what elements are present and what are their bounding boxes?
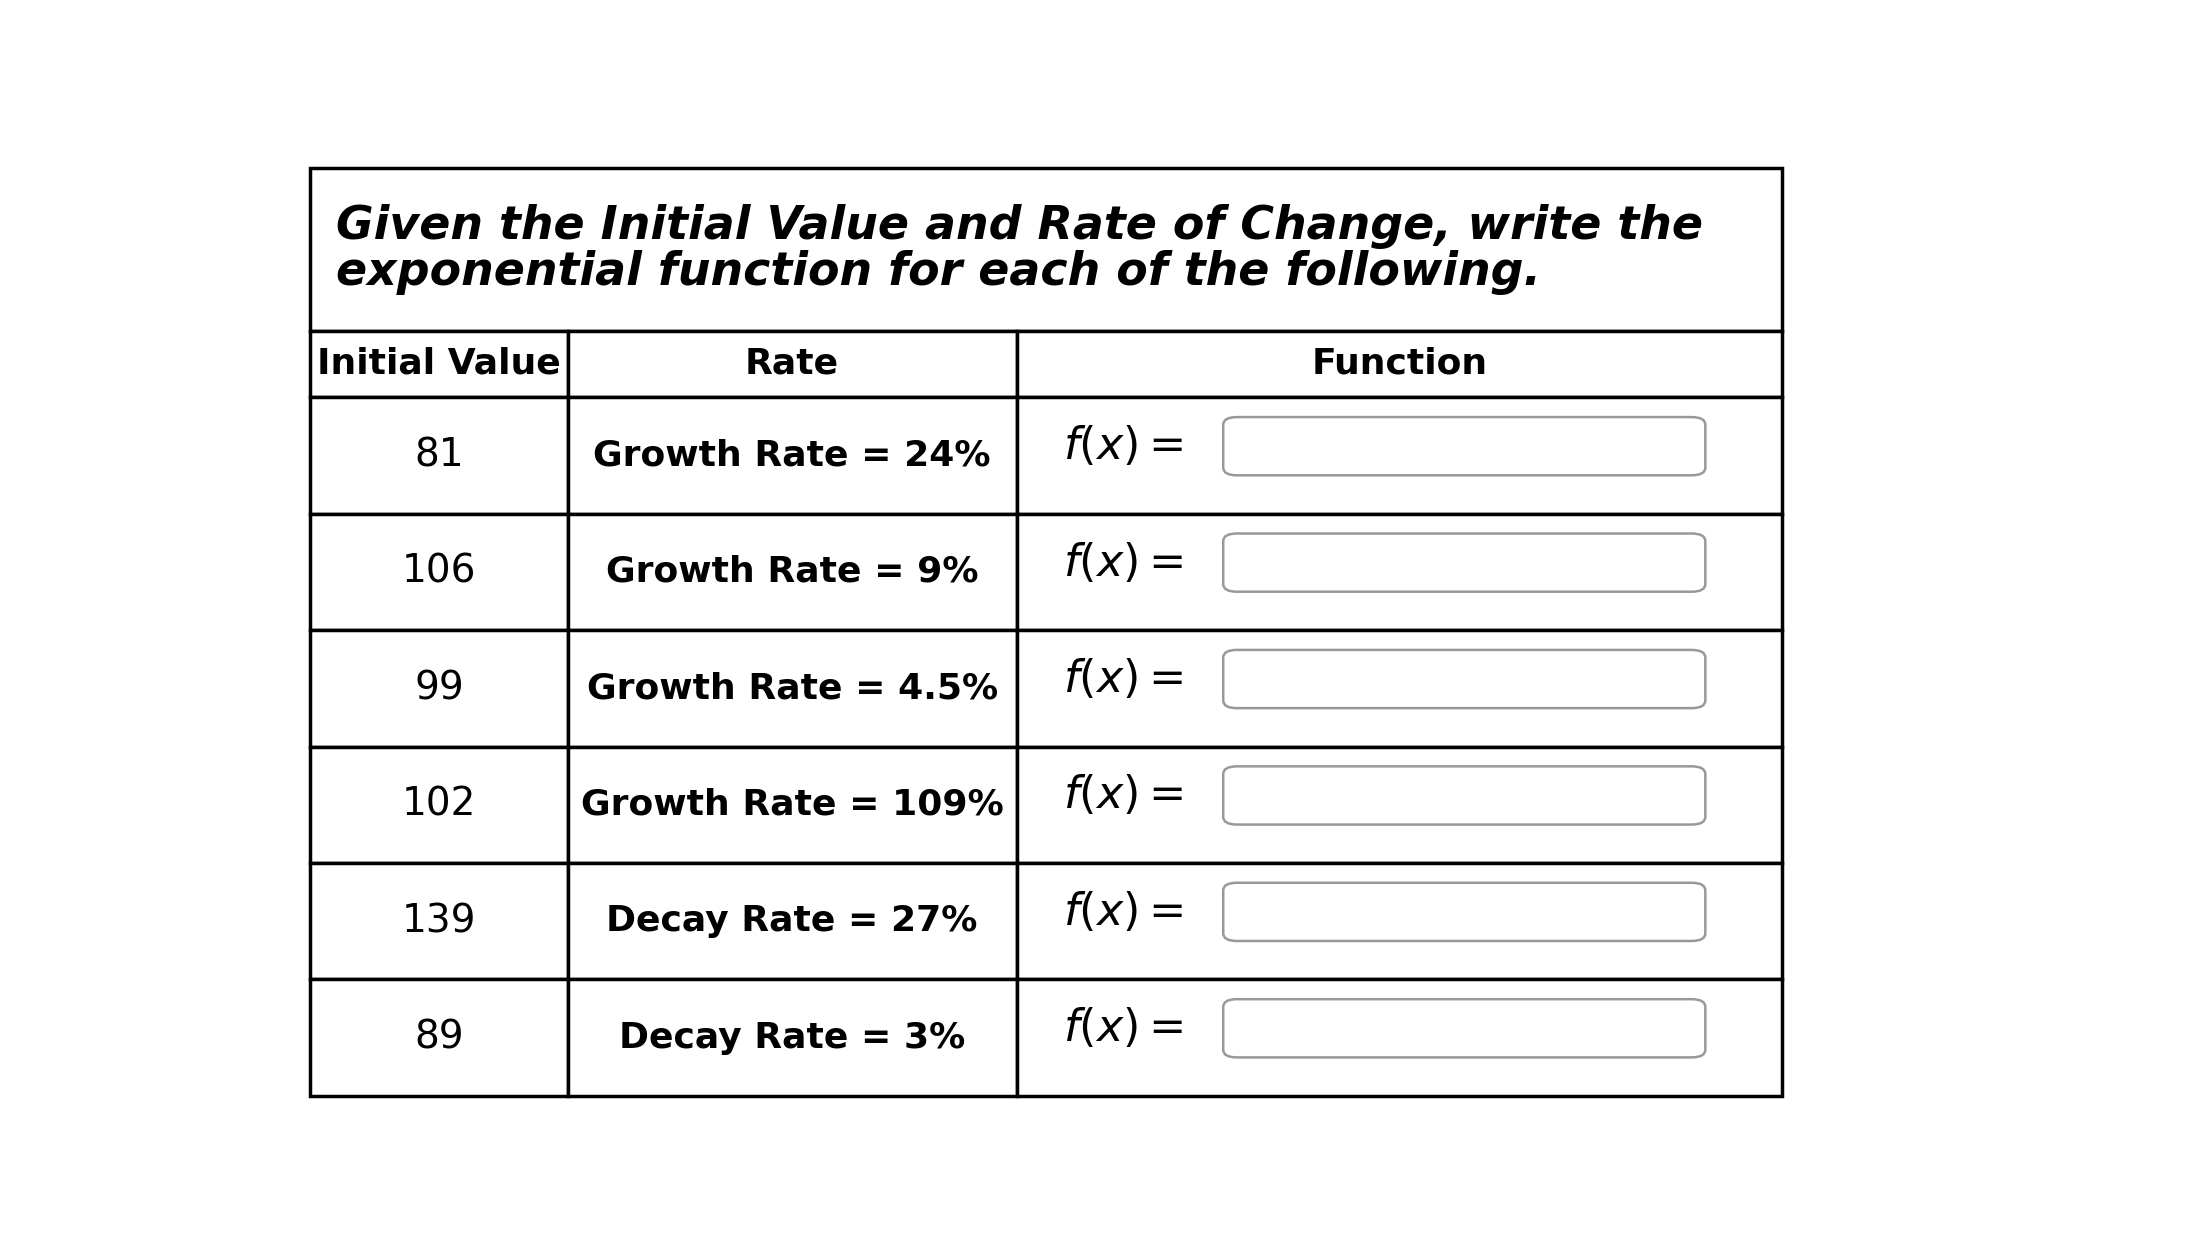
Bar (567, 514, 1016, 630)
Text: $f(x) =$: $f(x) =$ (1062, 1006, 1183, 1051)
Bar (567, 330, 1016, 397)
Text: Decay Rate = 27%: Decay Rate = 27% (607, 904, 978, 938)
Bar (567, 630, 1016, 746)
Text: 102: 102 (402, 786, 477, 823)
FancyBboxPatch shape (1223, 883, 1705, 941)
Bar (309, 397, 567, 514)
FancyBboxPatch shape (1223, 766, 1705, 825)
Text: Initial Value: Initial Value (318, 347, 561, 381)
Text: exponential function for each of the following.: exponential function for each of the fol… (336, 250, 1541, 294)
FancyBboxPatch shape (1223, 650, 1705, 708)
Bar (1016, 863, 1782, 980)
Bar (1016, 980, 1782, 1095)
Bar (1016, 330, 1782, 397)
Bar (567, 863, 1016, 980)
Bar (567, 746, 1016, 863)
Bar (309, 330, 567, 397)
Text: Decay Rate = 3%: Decay Rate = 3% (618, 1021, 965, 1054)
Text: 81: 81 (415, 436, 464, 474)
Text: 106: 106 (402, 553, 477, 591)
Bar (309, 746, 567, 863)
Text: 89: 89 (415, 1018, 464, 1057)
Text: Rate: Rate (744, 347, 839, 381)
Text: Function: Function (1312, 347, 1488, 381)
Text: Growth Rate = 24%: Growth Rate = 24% (594, 438, 991, 472)
Text: $f(x) =$: $f(x) =$ (1062, 540, 1183, 585)
Bar (1016, 630, 1782, 746)
Text: $f(x) =$: $f(x) =$ (1062, 657, 1183, 700)
Text: $f(x) =$: $f(x) =$ (1062, 774, 1183, 817)
Bar (309, 168, 1782, 330)
Text: Given the Initial Value and Rate of Change, write the: Given the Initial Value and Rate of Chan… (336, 204, 1702, 250)
Bar (1016, 514, 1782, 630)
Bar (309, 863, 567, 980)
Bar (1016, 746, 1782, 863)
Bar (309, 514, 567, 630)
FancyBboxPatch shape (1223, 999, 1705, 1057)
Bar (567, 980, 1016, 1095)
Bar (309, 630, 567, 746)
FancyBboxPatch shape (1223, 534, 1705, 591)
Bar (1016, 397, 1782, 514)
Text: Growth Rate = 4.5%: Growth Rate = 4.5% (587, 672, 998, 705)
Bar (309, 980, 567, 1095)
Text: 139: 139 (402, 902, 477, 940)
FancyBboxPatch shape (1223, 417, 1705, 476)
Text: Growth Rate = 109%: Growth Rate = 109% (581, 787, 1005, 822)
Text: $f(x) =$: $f(x) =$ (1062, 889, 1183, 934)
Text: Growth Rate = 9%: Growth Rate = 9% (605, 555, 978, 589)
Bar (567, 397, 1016, 514)
Text: 99: 99 (415, 669, 464, 708)
Text: $f(x) =$: $f(x) =$ (1062, 425, 1183, 468)
